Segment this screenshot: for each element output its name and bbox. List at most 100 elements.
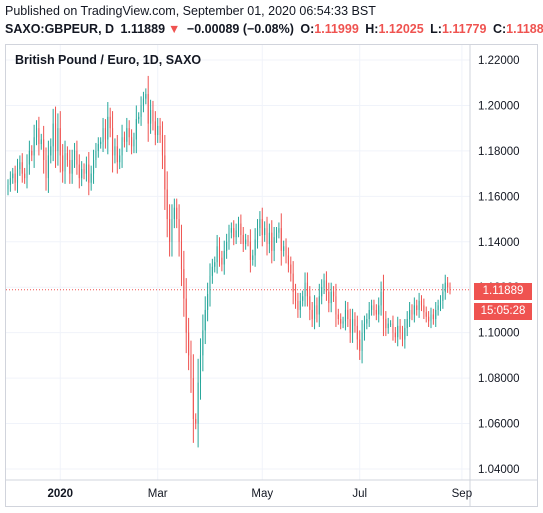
candle-body [192,378,194,420]
candle-body [183,269,185,299]
candle-body [237,223,240,231]
candle-body [344,309,346,322]
y-tick-label: 1.14000 [478,237,520,249]
candle-body [342,321,344,324]
candle-body [278,228,280,233]
candle-body [145,94,147,99]
candle-body [59,128,61,156]
candle-body [45,159,47,179]
candle-body [152,109,154,122]
candle-body [361,332,363,351]
y-tick-label: 1.16000 [478,191,520,203]
y-tick-label: 1.18000 [478,146,520,158]
candle-body [43,139,45,160]
candle-body [432,314,434,320]
candle-body [337,314,339,320]
candle-body [316,305,318,315]
last-value: 1.11889 [120,22,166,36]
candle-body [449,287,451,290]
candle-body [169,219,171,242]
low-value: 1.11779 [441,22,487,36]
candle-body [216,246,218,263]
candle-body [382,291,384,320]
candle-body [247,239,249,242]
candle-body [150,109,152,124]
candle-body [66,153,68,160]
candle-body [321,287,323,297]
candle-body [306,282,308,297]
candle-body [437,305,439,310]
candle-body [93,159,95,174]
candle-body [285,246,287,256]
candle-body [140,105,142,117]
candle-body [142,98,144,106]
y-tick-label: 1.06000 [478,419,520,431]
candle-body [88,164,90,183]
candle-body [268,232,270,245]
candle-body [123,137,125,142]
candle-body [411,309,413,315]
y-tick-label: 1.08000 [478,373,520,385]
candle-body [85,164,87,174]
candle-body [413,305,415,315]
candle-body [16,169,19,183]
candle-body [423,305,425,313]
candle-body [349,319,351,333]
candle-body [354,319,356,326]
candle-body [399,325,401,333]
candle-body [199,355,202,383]
candle-body [7,184,9,190]
candle-body [164,155,166,190]
candle-body [340,319,342,324]
x-tick-label: Mar [148,488,168,500]
candle-body [24,173,26,179]
candle-body [202,330,204,356]
symbol-label: SAXO:GBPEUR, D [5,22,115,36]
candle-body [180,241,183,270]
candle-body [245,239,247,245]
candle-body [178,219,180,242]
candle-body [297,300,299,310]
candle-body [35,128,38,138]
candle-body [38,128,40,145]
candle-body [12,173,14,179]
candle-body [328,291,330,304]
high-value: 1.12025 [378,22,424,36]
high-label: H: [365,22,379,36]
candle-body [375,309,377,315]
candle-body [116,146,118,163]
candle-body [271,232,273,251]
candle-body [147,94,149,124]
candle-body [352,319,354,333]
candle-body [214,262,216,267]
candle-body [209,275,211,295]
countdown-tag: 15:05:28 [474,303,532,320]
candle-body [83,169,85,174]
candle-body [264,228,266,235]
candle-body [311,309,313,320]
candle-body [161,134,163,156]
symbol-ohlc-line: SAXO:GBPEUR, D 1.11889 ▼ −0.00089 (−0.08%… [5,23,543,36]
candle-body [104,128,106,140]
candle-body [392,323,394,333]
candle-body [325,280,327,292]
candle-body [228,232,230,242]
candle-body [176,207,178,220]
candle-body [154,121,156,135]
candle-body [347,309,349,320]
last-price-tag: 1.11889 [474,283,532,300]
candle-body [138,116,140,120]
candle-body [242,234,244,245]
candle-body [14,173,16,183]
candle-body [40,139,42,145]
candle-body [52,123,54,147]
candle-body [418,300,420,310]
low-label: L: [430,22,442,36]
candle-body [283,246,285,251]
candle-body [323,280,325,288]
chart-frame [5,44,538,507]
candle-body [131,137,133,147]
candle-body [406,319,408,329]
candle-body [54,123,57,151]
